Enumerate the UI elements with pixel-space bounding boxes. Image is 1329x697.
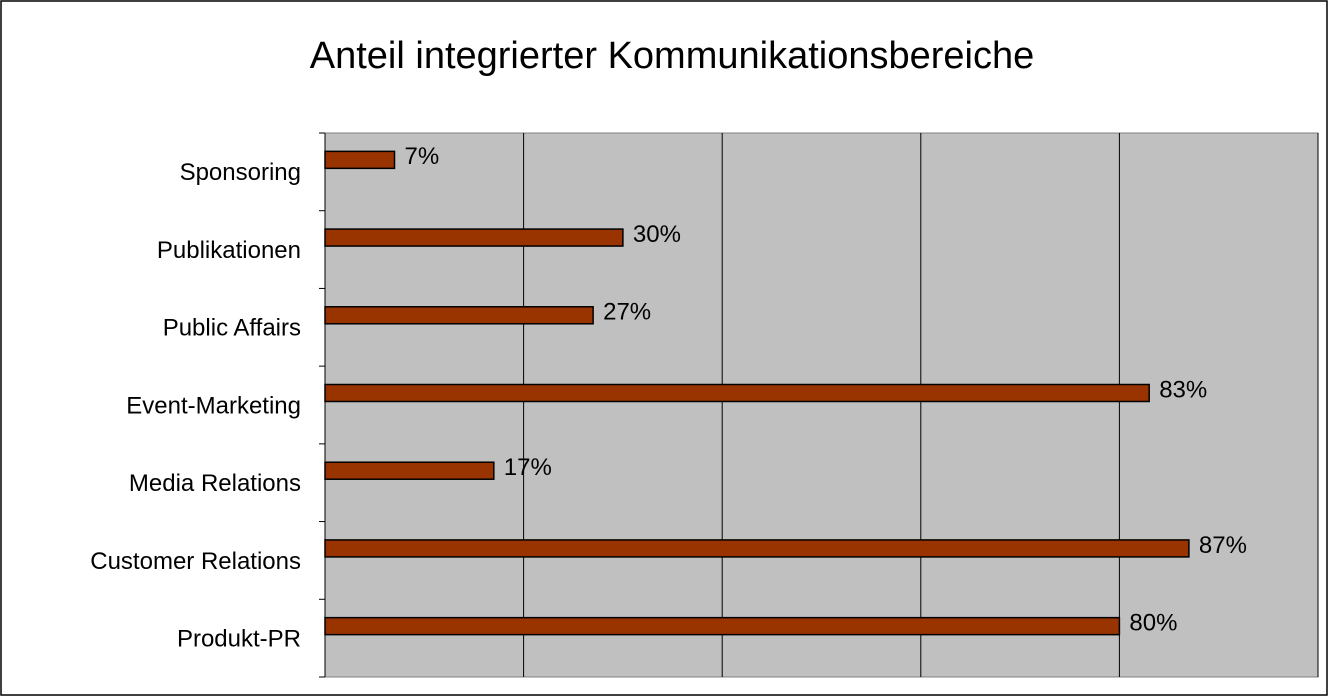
y-tick-label: Customer Relations: [90, 548, 301, 575]
bar: [324, 461, 495, 480]
value-label: 80%: [1129, 609, 1177, 636]
value-label: 87%: [1199, 532, 1247, 559]
value-label: 30%: [633, 221, 681, 248]
y-tick-label: Media Relations: [129, 470, 301, 497]
bar: [324, 616, 1121, 636]
y-tick-label: Event-Marketing: [126, 392, 301, 419]
value-label: 27%: [603, 299, 651, 326]
bar: [324, 306, 594, 325]
chart-title: Anteil integrierter Kommunikationsbereic…: [310, 35, 1034, 77]
bar: [324, 150, 396, 170]
value-label: 83%: [1159, 376, 1207, 403]
y-tick-label: Public Affairs: [163, 315, 301, 342]
bar: [324, 383, 1150, 403]
y-tick-label: Sponsoring: [180, 159, 301, 186]
bar: [324, 539, 1190, 558]
bar: [324, 228, 624, 247]
value-label: 7%: [405, 143, 440, 170]
plot-area: [324, 132, 1319, 678]
y-tick-label: Produkt-PR: [177, 625, 301, 652]
y-tick-label: Publikationen: [157, 237, 301, 264]
value-label: 17%: [504, 454, 552, 481]
